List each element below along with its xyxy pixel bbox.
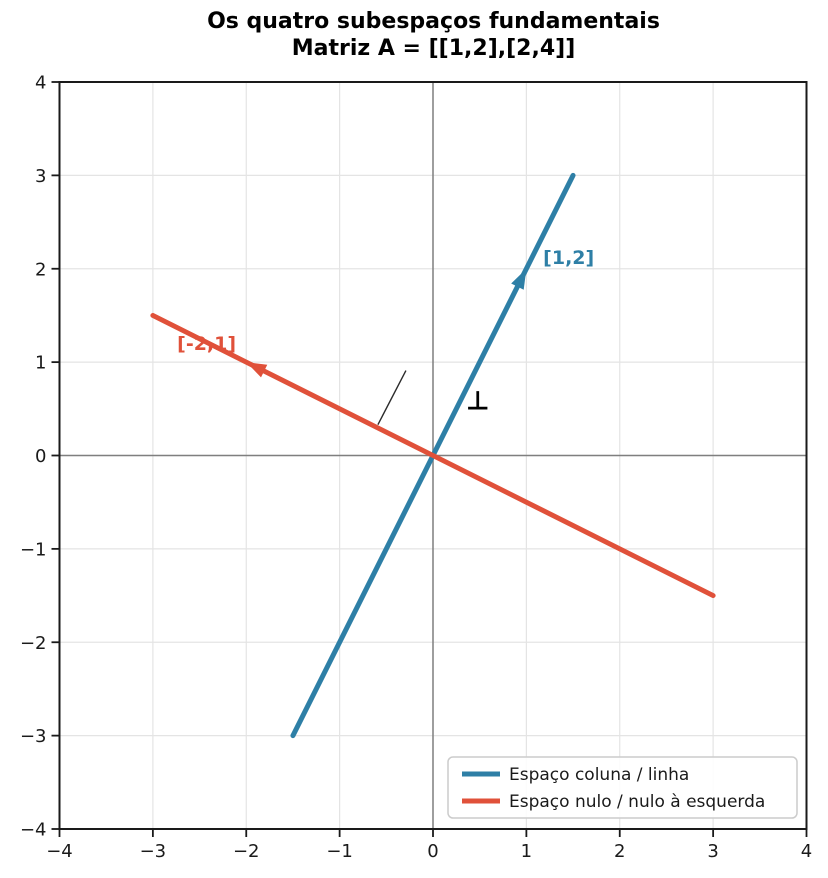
perpendicular-symbol: ⊥ [466,387,490,417]
chart-title-line2: Matriz A = [[1,2],[2,4]] [291,36,576,61]
x-tick-label: 4 [801,841,812,862]
x-tick-label: 2 [614,841,625,862]
x-tick-label: 1 [521,841,532,862]
x-axis: −4 −3 −2 −1 0 1 2 3 4 [46,829,812,862]
y-tick-label: 4 [35,73,46,94]
legend-box [447,756,798,819]
x-tick-label: 3 [707,841,718,862]
y-tick-label: 2 [35,259,46,280]
vector-label-neg2-1: [-2,1] [177,333,236,355]
legend-entry: Espaço nulo / nulo à esquerda [462,792,765,812]
x-tick-label: −3 [140,841,167,862]
legend: Espaço coluna / linha Espaço nulo / nulo … [447,756,798,819]
x-tick-label: −1 [326,841,353,862]
chart-title: Os quatro subespaços fundamentais Matriz… [60,8,807,62]
y-axis: −4 −3 −2 −1 0 1 2 3 4 [20,73,60,841]
column-space-vector-arrow [511,268,527,290]
y-tick-label: −3 [20,726,47,747]
y-tick-label: −4 [20,820,47,841]
vector-label-1-2: [1,2] [543,247,594,269]
y-tick-label: −2 [20,633,47,654]
legend-label: Espaço coluna / linha [509,765,689,785]
y-tick-label: −1 [20,539,47,560]
null-space-vector-arrow [246,362,268,378]
x-tick-label: −2 [233,841,260,862]
x-tick-label: −4 [46,841,73,862]
legend-entry: Espaço coluna / linha [462,765,689,785]
y-tick-label: 0 [35,446,46,467]
chart-title-line1: Os quatro subespaços fundamentais [207,9,660,34]
x-tick-label: 0 [427,841,438,862]
perpendicular-indicator-line [377,370,407,426]
y-tick-label: 3 [35,166,46,187]
legend-label: Espaço nulo / nulo à esquerda [509,792,765,812]
y-tick-label: 1 [35,353,46,374]
